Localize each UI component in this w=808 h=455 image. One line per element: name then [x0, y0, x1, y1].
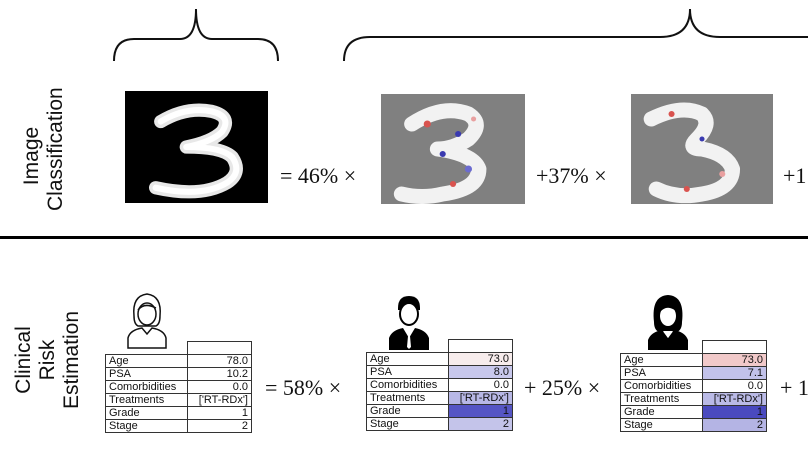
table-row: PSA 8.0	[366, 365, 513, 379]
plus-37-percent: +37% ×	[536, 163, 607, 188]
image-classification-label: Image Classification	[20, 87, 70, 211]
patient-table-2: Age 73.0 PSA 8.0 Comorbidities 0.0 Treatmen…	[366, 339, 513, 431]
table-row: PSA 10.2	[105, 367, 252, 381]
table-header-cell	[448, 339, 513, 353]
table-row: Stage 2	[366, 417, 513, 431]
table-row: Treatments ['RT-RDx']	[105, 393, 252, 407]
patient-table-1: Age 78.0 PSA 10.2 Comorbidities 0.0 Treatme…	[105, 341, 252, 433]
woman-outline-icon	[127, 293, 167, 349]
table-row: Treatments ['RT-RDx']	[366, 391, 513, 405]
plus-25-percent: + 25% ×	[524, 375, 601, 400]
equals-46-percent: = 46% ×	[280, 163, 357, 188]
table-header-cell	[187, 341, 252, 355]
table-row: Age 73.0	[366, 352, 513, 366]
equals-58-percent: = 58% ×	[265, 375, 342, 400]
component-image-2	[631, 94, 773, 204]
table-row: Treatments ['RT-RDx']	[620, 392, 767, 406]
table-row: Comorbidities 0.0	[366, 378, 513, 392]
table-row: Grade 1	[366, 404, 513, 418]
man-suit-icon	[389, 296, 429, 350]
label-line-estimation: Estimation	[60, 310, 83, 410]
table-row: Age 73.0	[620, 353, 767, 367]
patient-table-3: Age 73.0 PSA 7.1 Comorbidities 0.0 Treatmen…	[620, 340, 767, 432]
table-row: Age 78.0	[105, 354, 252, 368]
input-digit-image	[125, 91, 268, 203]
plus-trailing: +1	[783, 163, 807, 188]
table-header-cell	[702, 340, 767, 354]
label-line-image: Image	[20, 126, 43, 186]
table-row: Grade 1	[620, 405, 767, 419]
brace-input	[113, 8, 279, 62]
table-row: Comorbidities 0.0	[105, 380, 252, 394]
row-divider	[0, 236, 808, 239]
brace-components	[343, 8, 808, 62]
woman-solid-icon	[648, 295, 688, 350]
table-row: Stage 2	[105, 419, 252, 433]
clinical-risk-estimation-label: Clinical Risk Estimation	[12, 305, 84, 415]
label-line-classification: Classification	[44, 87, 67, 211]
table-row: PSA 7.1	[620, 366, 767, 380]
label-line-clinical: Clinical	[12, 326, 35, 394]
table-row: Grade 1	[105, 406, 252, 420]
plus-trailing-clinical: + 1	[780, 375, 808, 400]
label-line-risk: Risk	[36, 339, 59, 381]
component-image-1	[381, 94, 525, 204]
table-row: Comorbidities 0.0	[620, 379, 767, 393]
table-row: Stage 2	[620, 418, 767, 432]
